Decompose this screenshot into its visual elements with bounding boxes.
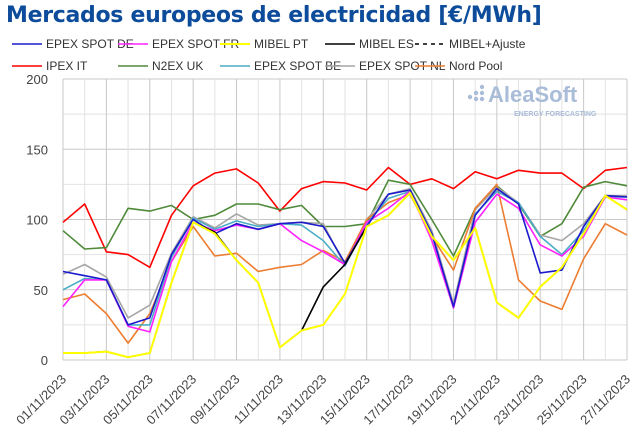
logo-dot <box>473 90 479 96</box>
series-line-epex-spot-be <box>62 190 627 326</box>
series-line-ipex-it <box>62 166 628 269</box>
legend-label: EPEX SPOT BE <box>254 59 341 73</box>
y-tick-label: 150 <box>26 142 48 157</box>
legend-label: MIBEL ES <box>359 37 414 51</box>
logo-dot <box>479 96 485 102</box>
legend-label: N2EX UK <box>152 59 203 73</box>
y-tick-label: 0 <box>41 353 48 368</box>
legend-label: EPEX SPOT NL <box>359 59 446 73</box>
y-tick-label: 200 <box>26 72 48 87</box>
logo-dot <box>479 90 485 96</box>
legend-label: EPEX SPOT FR <box>152 37 239 51</box>
legend-label: MIBEL+Ajuste <box>449 37 526 51</box>
y-tick-label: 100 <box>26 213 48 228</box>
watermark-tagline: ENERGY FORECASTING <box>514 111 597 118</box>
watermark-brand: AleaSoft <box>488 82 578 107</box>
legend-label: IPEX IT <box>46 59 88 73</box>
legend-label: Nord Pool <box>449 59 502 73</box>
chart-title: Mercados europeos de electricidad [€/MWh… <box>6 3 542 28</box>
y-tick-label: 50 <box>34 283 48 298</box>
logo-dot <box>473 96 479 102</box>
series-line-mibel-pt <box>63 191 628 359</box>
legend-label: MIBEL PT <box>254 37 309 51</box>
logo-dot <box>479 84 485 90</box>
legend-label: EPEX SPOT DE <box>46 37 134 51</box>
aleasoft-logo <box>467 84 485 102</box>
logo-dot <box>467 94 473 100</box>
